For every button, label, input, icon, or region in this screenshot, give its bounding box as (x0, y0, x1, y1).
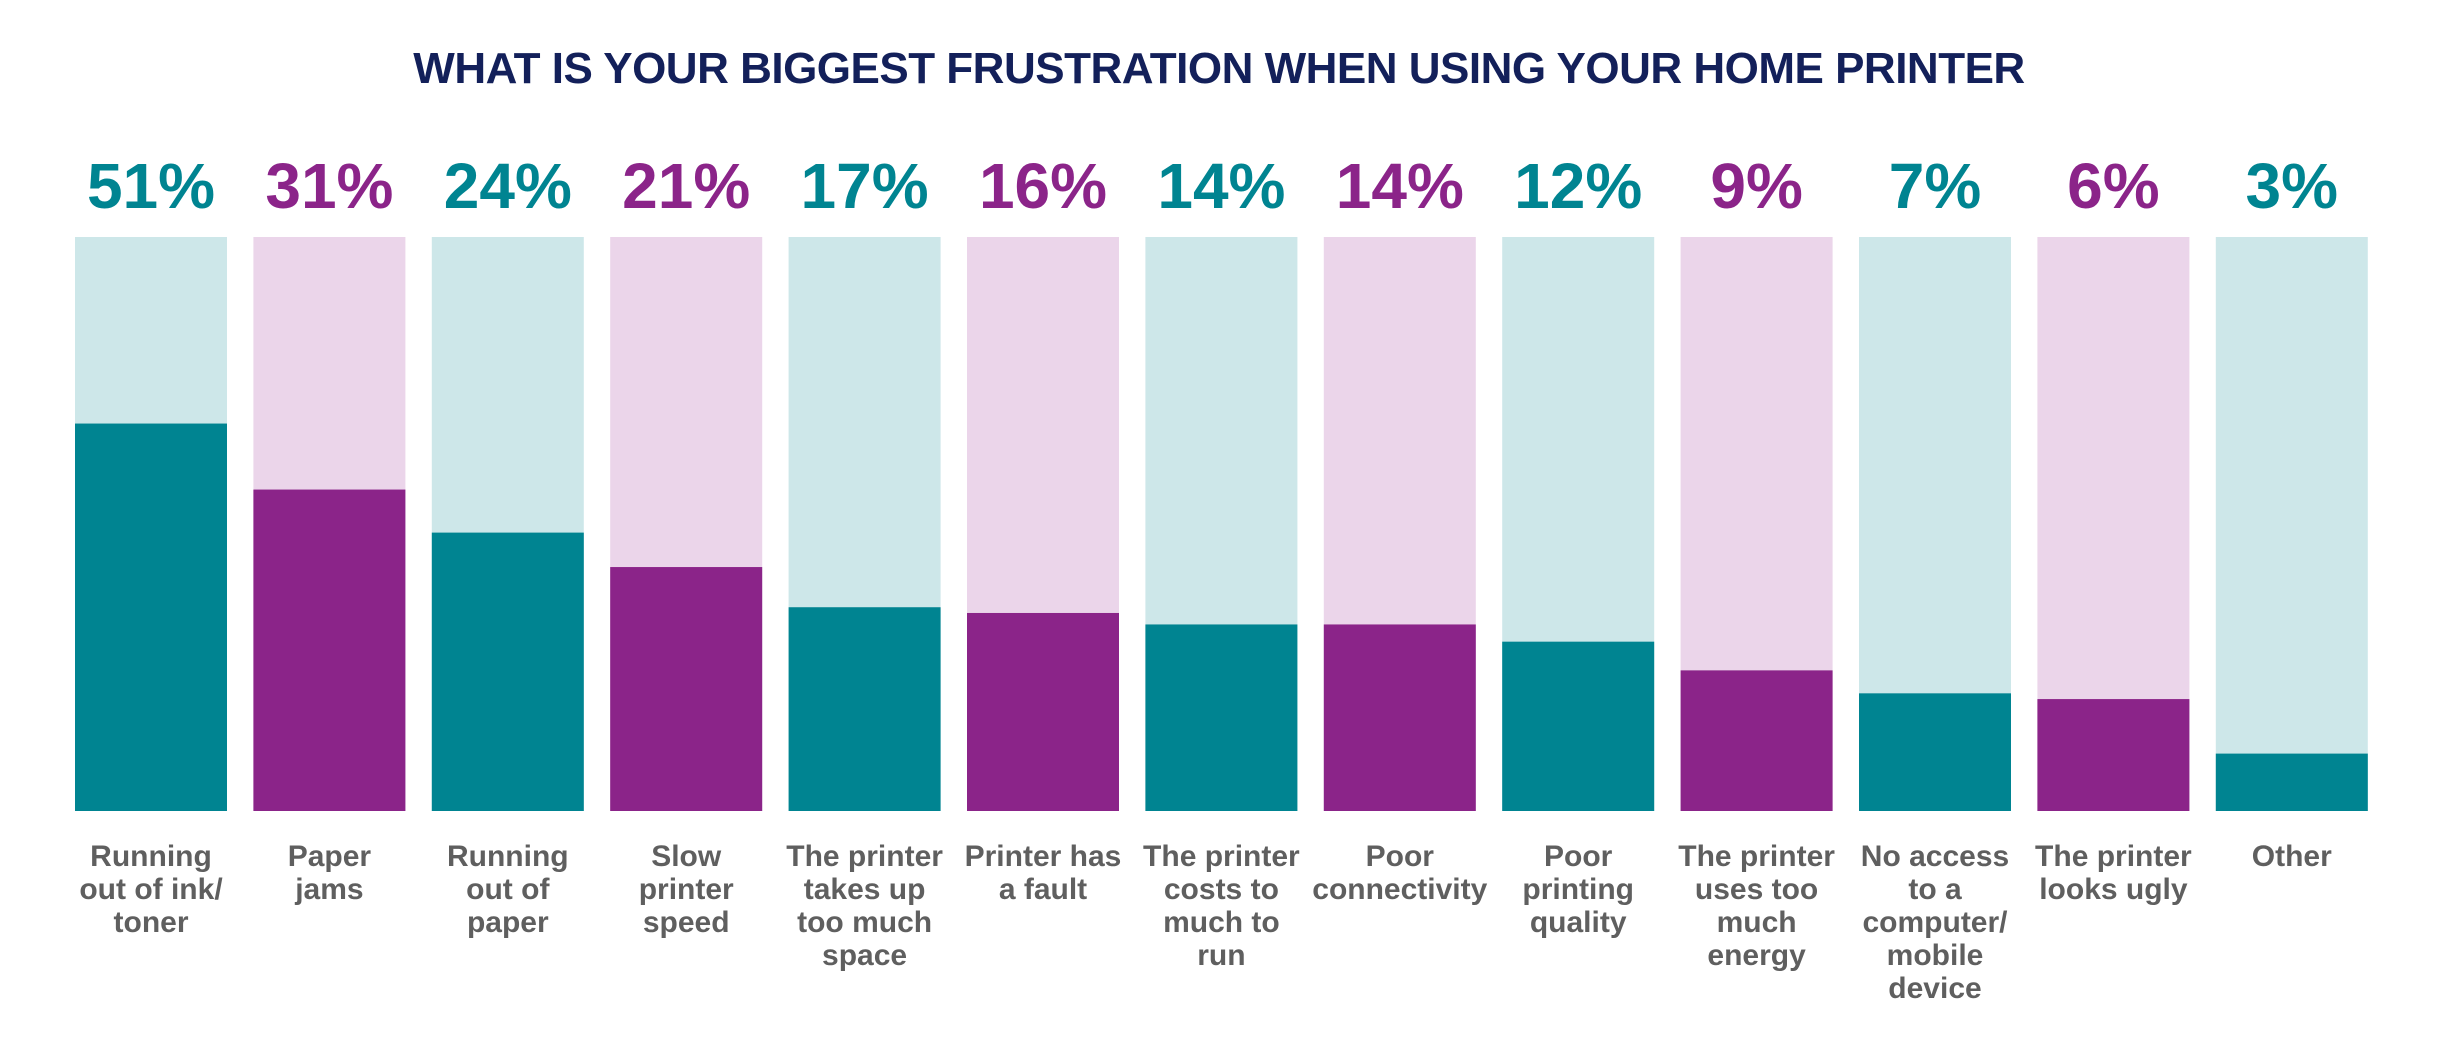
bar-5 (788, 607, 941, 811)
value-label-13: 3% (2246, 150, 2339, 222)
category-label-10: The printer uses too much energy (1678, 840, 1835, 972)
category-label-11: No access to a computer/mobile device (1861, 840, 2009, 1005)
category-label-2: Paper jams (288, 840, 372, 906)
bar-1 (75, 423, 227, 811)
value-label-8: 14% (1336, 150, 1464, 222)
value-label-4: 21% (622, 150, 750, 222)
category-label-5: The printer takes up too much space (786, 840, 943, 972)
bar-6 (967, 612, 1119, 811)
value-label-10: 9% (1710, 150, 1803, 222)
value-label-9: 12% (1514, 150, 1642, 222)
value-label-1: 51% (87, 150, 215, 222)
chart-title: WHAT IS YOUR BIGGEST FRUSTRATION WHEN US… (413, 44, 2025, 93)
bar-12 (2037, 699, 2190, 811)
category-label-7: The printer costs to much to run (1143, 840, 1300, 972)
bar-4 (610, 567, 763, 811)
category-label-3: Running out of paper (447, 840, 569, 939)
bar-11 (1859, 693, 2011, 811)
bar-9 (1502, 641, 1655, 811)
value-label-5: 17% (801, 150, 929, 222)
category-label-6: Printer has a fault (965, 840, 1122, 906)
bar-3 (431, 532, 584, 811)
value-label-7: 14% (1157, 150, 1285, 222)
category-label-13: Other (2252, 840, 2332, 873)
value-label-11: 7% (1889, 150, 1982, 222)
bar-2 (253, 489, 406, 811)
category-label-8: Poor connectivity (1312, 840, 1487, 906)
value-label-12: 6% (2067, 150, 2160, 222)
value-label-2: 31% (265, 150, 393, 222)
category-label-12: The printer looks ugly (2035, 840, 2192, 906)
bar-13 (2215, 753, 2368, 811)
bar-7 (1145, 624, 1298, 811)
bar-10 (1680, 670, 1833, 811)
bar-background-13 (2215, 237, 2368, 811)
value-label-6: 16% (979, 150, 1107, 222)
value-label-3: 24% (444, 150, 572, 222)
category-label-9: Poor printing quality (1522, 840, 1634, 939)
category-label-1: Running out of ink/toner (79, 840, 223, 939)
bar-8 (1323, 624, 1476, 811)
category-label-4: Slow printer speed (639, 840, 734, 939)
